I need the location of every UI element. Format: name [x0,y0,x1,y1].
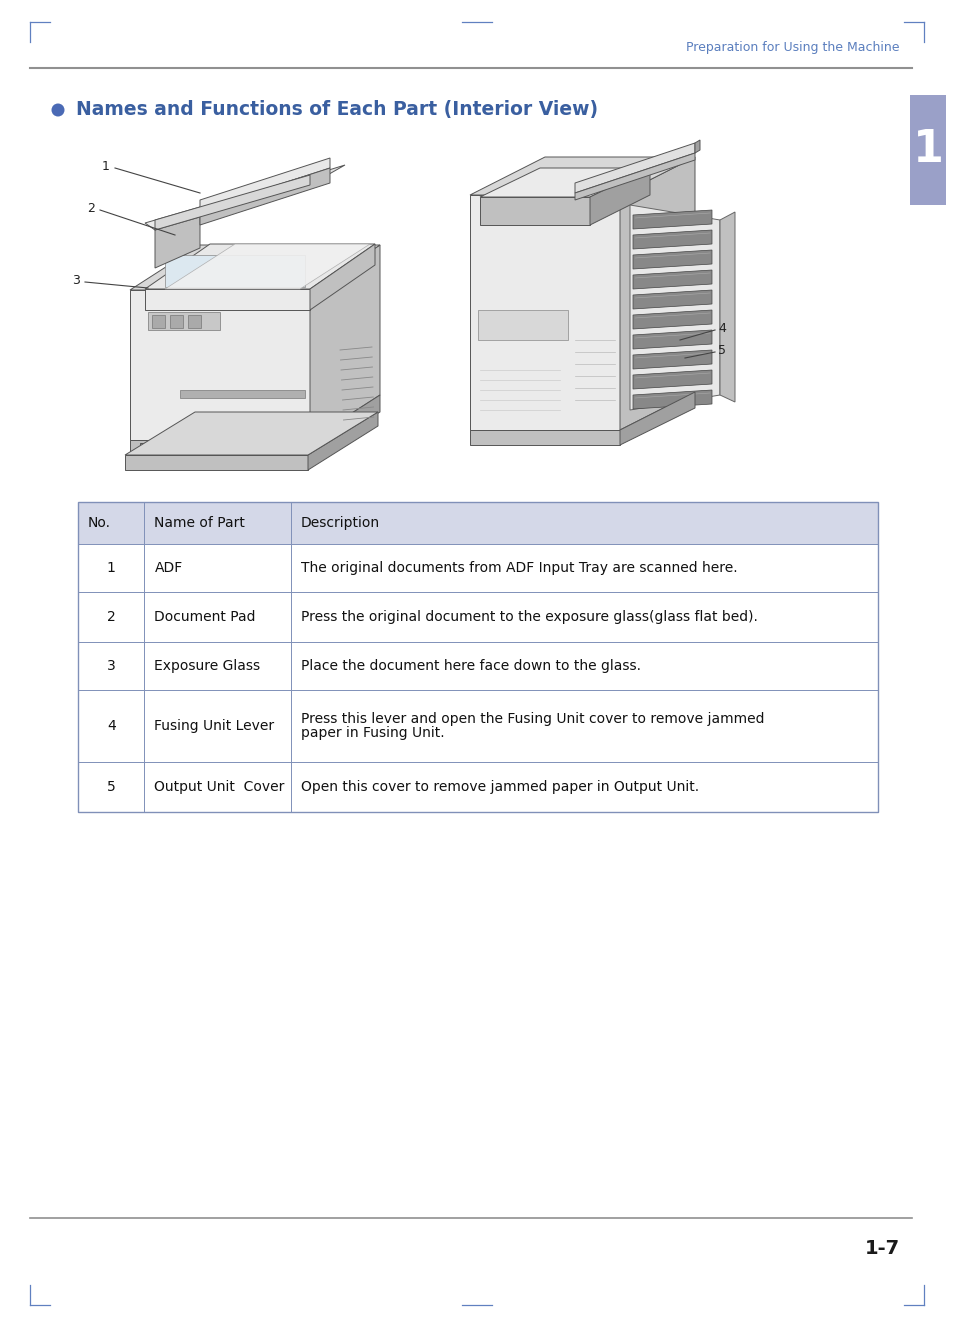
Polygon shape [125,455,308,470]
Polygon shape [477,311,567,340]
Text: 2: 2 [87,202,95,215]
Polygon shape [130,441,310,455]
Polygon shape [145,244,375,289]
Polygon shape [720,212,734,402]
Text: Name of Part: Name of Part [154,516,245,529]
Polygon shape [130,245,379,291]
Text: 4: 4 [107,719,115,733]
Polygon shape [575,143,695,192]
Polygon shape [633,330,711,349]
Polygon shape [130,291,310,441]
Polygon shape [170,314,183,328]
Polygon shape [165,255,305,287]
Text: 3: 3 [72,273,80,287]
Polygon shape [479,169,649,196]
Polygon shape [145,289,310,311]
Polygon shape [188,314,201,328]
Polygon shape [633,390,711,409]
Polygon shape [152,314,165,328]
Text: 1-7: 1-7 [864,1238,899,1258]
Text: Preparation for Using the Machine: Preparation for Using the Machine [686,41,899,54]
Text: The original documents from ADF Input Tray are scanned here.: The original documents from ADF Input Tr… [300,561,737,575]
Polygon shape [308,411,377,470]
Text: Fusing Unit Lever: Fusing Unit Lever [154,719,274,733]
Text: 2: 2 [107,610,115,624]
Polygon shape [470,430,619,445]
Text: No.: No. [88,516,111,529]
Text: 1: 1 [107,561,115,575]
Polygon shape [310,244,375,311]
Polygon shape [140,443,305,453]
Bar [78,642,877,690]
Text: Place the document here face down to the glass.: Place the document here face down to the… [300,660,640,673]
Polygon shape [154,165,345,230]
Polygon shape [310,395,379,455]
Polygon shape [470,195,619,430]
Text: 5: 5 [107,780,115,794]
Bar [78,544,877,592]
Text: 3: 3 [107,660,115,673]
Text: 1: 1 [911,129,943,171]
Text: Description: Description [300,516,379,529]
Ellipse shape [51,104,65,117]
Text: Names and Functions of Each Part (Interior View): Names and Functions of Each Part (Interi… [76,101,598,119]
Polygon shape [633,291,711,309]
Polygon shape [633,311,711,329]
Text: Press the original document to the exposure glass(glass flat bed).: Press the original document to the expos… [300,610,757,624]
Text: Document Pad: Document Pad [154,610,255,624]
Polygon shape [633,350,711,369]
Bar [78,592,877,642]
Polygon shape [619,391,695,445]
Text: 1: 1 [102,159,110,173]
Polygon shape [633,210,711,230]
Polygon shape [633,370,711,389]
Text: ADF: ADF [154,561,182,575]
Polygon shape [633,269,711,289]
Polygon shape [154,175,310,230]
Polygon shape [200,158,330,210]
Bar [78,762,877,812]
Bar [78,502,877,544]
Text: 4: 4 [718,321,725,334]
Polygon shape [633,230,711,249]
Text: Press this lever and open the Fusing Unit cover to remove jammed: Press this lever and open the Fusing Uni… [300,711,763,726]
Text: Output Unit  Cover: Output Unit Cover [154,780,285,794]
Polygon shape [154,210,200,268]
Bar [78,690,877,762]
Text: Exposure Glass: Exposure Glass [154,660,260,673]
Polygon shape [619,157,695,430]
Polygon shape [629,204,720,410]
Polygon shape [589,169,649,226]
Polygon shape [148,312,220,330]
Text: paper in Fusing Unit.: paper in Fusing Unit. [300,726,444,740]
Polygon shape [125,411,377,455]
Polygon shape [575,153,695,200]
Text: 5: 5 [718,344,725,357]
Polygon shape [695,141,700,153]
Text: Open this cover to remove jammed paper in Output Unit.: Open this cover to remove jammed paper i… [300,780,699,794]
Polygon shape [310,245,379,441]
Polygon shape [145,178,310,230]
Polygon shape [470,157,695,195]
Polygon shape [633,249,711,269]
Polygon shape [200,169,330,226]
Polygon shape [180,390,305,398]
Bar [78,502,877,812]
Bar [909,96,945,204]
Polygon shape [479,196,589,226]
Polygon shape [165,244,370,289]
